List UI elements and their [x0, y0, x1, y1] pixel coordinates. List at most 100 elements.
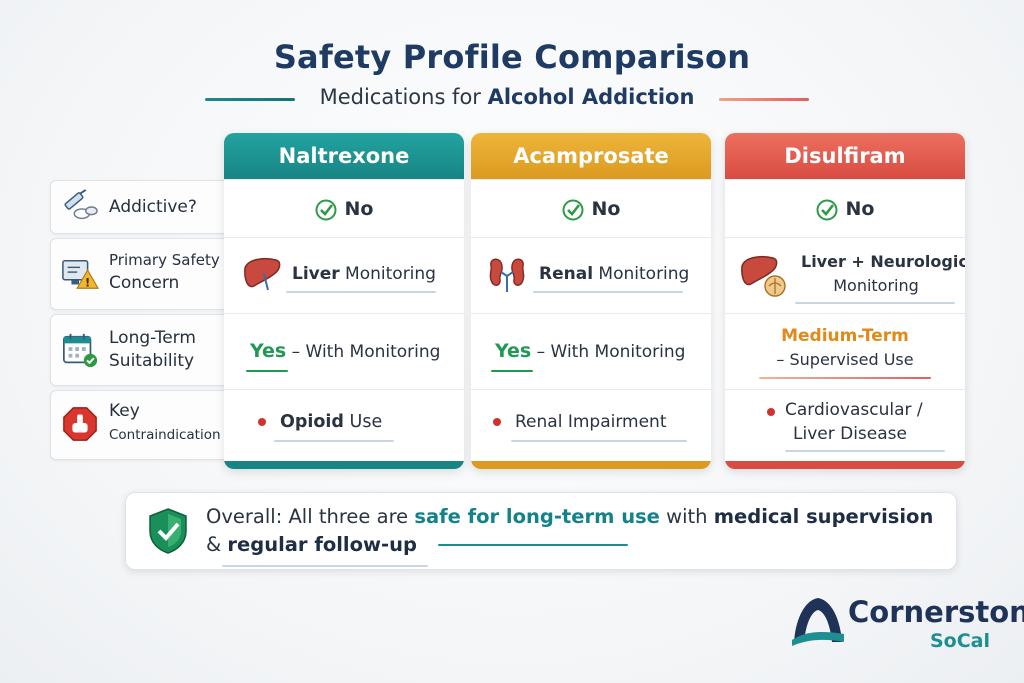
row-label-contraindication: Key Contraindication — [50, 390, 232, 460]
page-subtitle: Medications for Alcohol Addiction — [205, 85, 809, 109]
calendar-check-icon — [62, 333, 98, 368]
safety-bold: Liver — [292, 264, 340, 284]
column-footer — [725, 461, 965, 469]
column-footer — [224, 461, 464, 469]
column-footer — [471, 461, 711, 469]
column-acamprosate: Acamprosate No Renal Monitoring Yes – Wi… — [471, 133, 711, 469]
contra-line1: Cardiovascular / — [785, 400, 923, 420]
safety-underline — [533, 291, 683, 293]
subtitle-rule-right — [719, 98, 809, 101]
column-header: Naltrexone — [224, 133, 464, 179]
row-label-text-2: Contraindication — [109, 427, 221, 443]
row-label-addictive: Addictive? — [50, 180, 232, 234]
pill-syringe-icon — [64, 189, 98, 220]
cell-addictive: No — [224, 179, 464, 238]
contraindication-value: Renal Impairment — [493, 412, 666, 432]
suitability-rest: – With Monitoring — [531, 342, 686, 362]
warning-monitor-icon: ! — [62, 259, 99, 289]
logo-name: Cornerstone — [848, 595, 1024, 629]
row-label-text: Addictive? — [109, 197, 197, 217]
suitability-value: Yes – With Monitoring — [495, 340, 685, 362]
contra-rest: Use — [343, 412, 383, 432]
addictive-value: No — [725, 198, 965, 221]
safety-underline — [795, 302, 955, 304]
cell-suitability: Yes – With Monitoring — [471, 313, 711, 390]
cell-contraindication: Opioid Use — [224, 389, 464, 462]
addictive-value: No — [224, 198, 464, 221]
overall-line2-prefix: & — [206, 533, 228, 556]
subtitle-prefix: Medications for — [319, 85, 488, 109]
overall-underline — [222, 565, 428, 567]
suitability-rest: – With Monitoring — [286, 342, 441, 362]
safety-line1: Liver + Neurological — [801, 252, 965, 271]
suitability-underline — [759, 377, 931, 379]
overall-bold1: medical supervision — [713, 505, 934, 528]
overall-line2: & regular follow-up — [206, 533, 417, 556]
addictive-text: No — [591, 198, 621, 220]
bullet-icon — [258, 418, 266, 426]
suitability-line2: – Supervised Use — [776, 350, 914, 369]
overall-bold2: regular follow-up — [227, 533, 417, 556]
cell-suitability: Medium-Term – Supervised Use — [725, 313, 965, 390]
subtitle-rule-left — [205, 98, 295, 101]
check-icon — [816, 199, 838, 220]
safety-value: Liver Monitoring — [292, 264, 436, 284]
row-label-suitability: Long-Term Suitability — [50, 314, 232, 386]
column-header: Acamprosate — [471, 133, 711, 179]
page-title: Safety Profile Comparison — [273, 38, 751, 76]
check-icon — [315, 199, 337, 220]
cell-contraindication: Cardiovascular / Liver Disease — [725, 389, 965, 462]
bullet-icon — [767, 408, 775, 416]
row-label-text: Primary Safety — [109, 251, 220, 269]
row-label-safety: ! Primary Safety Concern — [50, 238, 232, 310]
contraindication-value: Opioid Use — [258, 412, 382, 432]
addictive-value: No — [471, 198, 711, 221]
row-label-text: Key — [109, 401, 140, 421]
addictive-text: No — [344, 198, 374, 220]
kidney-icon — [489, 258, 525, 292]
liver-icon — [244, 257, 281, 291]
cell-safety: Renal Monitoring — [471, 237, 711, 314]
svg-text:!: ! — [85, 275, 90, 289]
column-disulfiram: Disulfiram No Liver + Neurological Monit… — [725, 133, 965, 469]
cell-safety: Liver Monitoring — [224, 237, 464, 314]
contra-rest: Renal Impairment — [515, 412, 667, 432]
liver-brain-icon — [741, 255, 786, 297]
overall-prefix: Overall: All three are — [206, 505, 415, 528]
cell-addictive: No — [725, 179, 965, 238]
safety-rest: Monitoring — [339, 264, 436, 284]
row-label-text: Long-Term — [109, 328, 196, 348]
overall-highlight: safe for long-term use — [414, 505, 660, 528]
suitability-underline — [246, 370, 288, 372]
safety-underline — [286, 291, 436, 293]
overall-mid: with — [659, 505, 714, 528]
safety-value: Renal Monitoring — [539, 264, 689, 284]
safety-line2: Monitoring — [833, 276, 919, 295]
shield-check-icon — [149, 508, 187, 554]
cell-safety: Liver + Neurological Monitoring — [725, 237, 965, 314]
overall-summary: Overall: All three are safe for long-ter… — [125, 492, 957, 570]
suitability-line1: Medium-Term — [781, 326, 909, 346]
subtitle-row: Medications for Alcohol Addiction — [205, 84, 809, 114]
suitability-value: Yes – With Monitoring — [250, 340, 440, 362]
row-label-text-2: Concern — [109, 273, 180, 293]
cornerstone-logo: Cornerstone SoCal — [790, 592, 1024, 658]
column-naltrexone: Naltrexone No Liver Monitoring Yes – Wit… — [224, 133, 464, 469]
arch-logo-icon — [792, 598, 844, 646]
bullet-icon — [493, 418, 501, 426]
check-icon — [562, 199, 584, 220]
contra-underline — [274, 440, 394, 442]
suitability-bold: Yes — [495, 340, 532, 362]
cell-addictive: No — [471, 179, 711, 238]
suitability-bold: Yes — [250, 340, 287, 362]
overall-accent-line — [438, 544, 628, 546]
contra-underline — [511, 440, 687, 442]
cell-suitability: Yes – With Monitoring — [224, 313, 464, 390]
subtitle-bold: Alcohol Addiction — [487, 85, 695, 109]
contra-line2: Liver Disease — [793, 424, 907, 444]
safety-rest: Monitoring — [593, 264, 690, 284]
suitability-underline — [491, 370, 533, 372]
row-label-text-2: Suitability — [109, 351, 195, 371]
contra-bold: Opioid — [280, 412, 344, 432]
contra-underline — [785, 450, 945, 452]
